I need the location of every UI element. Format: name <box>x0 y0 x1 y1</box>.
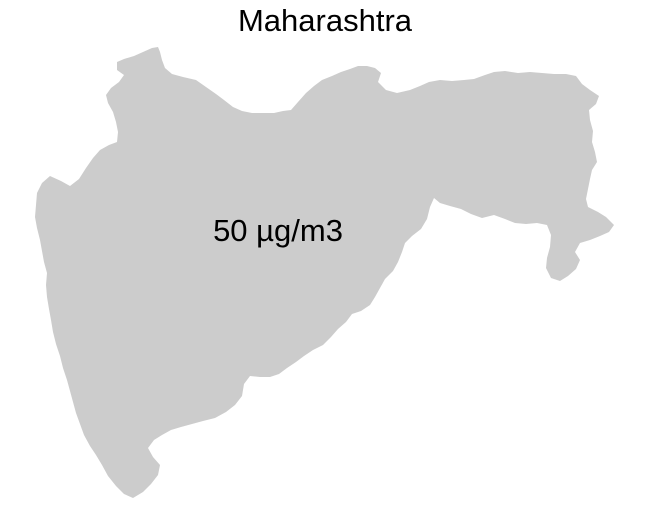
map-title: Maharashtra <box>237 3 413 38</box>
region-value-label: 50 µg/m3 <box>213 213 343 248</box>
maharashtra-region[interactable] <box>35 47 614 498</box>
